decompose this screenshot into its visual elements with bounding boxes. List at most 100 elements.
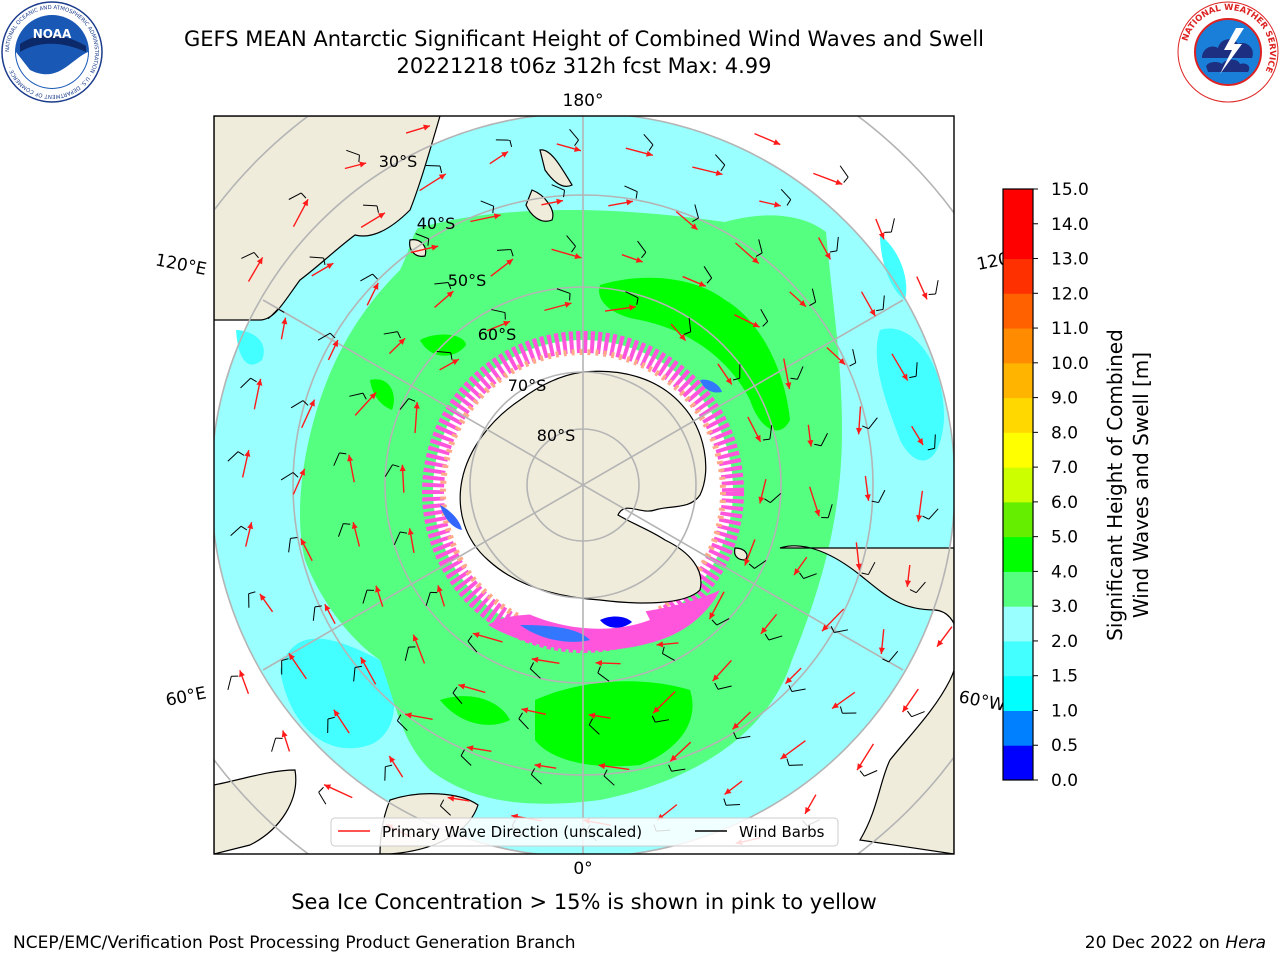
- wave-direction-arrow: [280, 317, 288, 340]
- wave-direction-arrow: [281, 730, 291, 752]
- wave-direction-arrow: [366, 282, 379, 306]
- chart-title: GEFS MEAN Antarctic Significant Height o…: [0, 26, 1168, 80]
- wave-direction-arrow: [311, 262, 334, 277]
- colorbar-label-line-1: Significant Height of Combined: [1103, 329, 1127, 641]
- lat-label-40s: 40°S: [417, 214, 456, 233]
- colorbar: 0.0 0.5 1.0 1.5 2.0 3.0 4.0 5.0 6.0 7.0 8.0 9.0 10.0…: [1002, 180, 1089, 791]
- wind-barb: [780, 188, 792, 206]
- wave-direction-arrow: [556, 143, 582, 152]
- wave-direction-arrow: [247, 257, 264, 282]
- wave-direction-arrow: [241, 449, 251, 478]
- wave-direction-arrow: [521, 707, 547, 716]
- wind-barb: [363, 204, 379, 213]
- wind-barb: [928, 280, 939, 296]
- wind-barb: [788, 684, 806, 693]
- wind-barb: [317, 332, 336, 341]
- wave-direction-arrow: [813, 172, 843, 185]
- colorbar-segment: [1003, 640, 1033, 677]
- wind-barb: [353, 665, 362, 682]
- wave-direction-arrow: [324, 603, 336, 624]
- africa: [214, 769, 297, 854]
- wave-direction-arrow: [758, 478, 767, 504]
- wave-direction-arrow: [780, 740, 806, 760]
- wind-barb: [384, 764, 393, 781]
- wind-barb: [882, 650, 899, 663]
- colorbar-tick-label: 6.0: [1051, 493, 1078, 513]
- wave-direction-arrow: [410, 244, 439, 254]
- wave-direction-arrow: [652, 691, 676, 714]
- wave-direction-arrow: [399, 464, 406, 493]
- wind-barb: [327, 716, 335, 734]
- wave-direction-arrow: [682, 275, 706, 287]
- legend-barb-label: Wind Barbs: [739, 823, 825, 841]
- wave-direction-arrow: [856, 743, 875, 771]
- wind-barbs: [227, 128, 939, 842]
- wind-barb: [862, 417, 878, 430]
- colorbar-tick-label: 8.0: [1051, 423, 1078, 443]
- wave-direction-arrow: [675, 211, 699, 231]
- wave-direction-arrow: [864, 475, 871, 501]
- wave-direction-arrow: [486, 320, 511, 332]
- wind-barb: [927, 434, 936, 451]
- wind-barb: [280, 472, 299, 481]
- wind-barb: [909, 362, 918, 379]
- footer-host: Hera: [1225, 933, 1266, 953]
- wind-barb: [668, 764, 686, 772]
- colorbar-tick-label: 0.5: [1051, 736, 1078, 756]
- wave-direction-arrow: [253, 378, 263, 410]
- wave-direction-arrow: [360, 212, 386, 229]
- wind-barb: [814, 433, 828, 447]
- wave-direction-arrow: [458, 683, 486, 694]
- wave-direction-arrow: [860, 291, 876, 317]
- graticule: [214, 116, 954, 854]
- wind-barb: [556, 288, 571, 301]
- colorbar-segment: [1003, 432, 1033, 468]
- title-line-2: 20221218 t06z 312h fcst Max: 4.99: [396, 54, 772, 78]
- wave-direction-arrow: [301, 399, 316, 429]
- wave-direction-arrow: [793, 556, 808, 576]
- wind-barb: [290, 400, 309, 409]
- wave-direction-arrow: [288, 652, 307, 680]
- wind-barb: [248, 591, 256, 608]
- wind-barb: [790, 366, 804, 380]
- wind-barb: [624, 185, 638, 199]
- wind-barb: [884, 218, 895, 233]
- wave-direction-arrow: [407, 528, 415, 554]
- colorbar-tick-label: 12.0: [1051, 284, 1089, 304]
- wave-direction-arrow: [656, 641, 679, 648]
- wave-direction-arrow: [413, 402, 420, 434]
- lon-label-left-lower: 60°E: [164, 683, 208, 710]
- colorbar-tick-label: 15.0: [1051, 180, 1089, 200]
- title-line-1: GEFS MEAN Antarctic Significant Height o…: [183, 27, 985, 51]
- lat-label-30s: 30°S: [379, 152, 418, 171]
- wave-direction-arrow: [472, 632, 503, 643]
- wave-direction-arrow: [239, 670, 250, 695]
- wind-barb: [829, 236, 839, 253]
- wind-barb: [439, 799, 451, 816]
- noaa-logo-text: NOAA: [33, 27, 72, 41]
- lon-label-left-upper: 120°E: [154, 250, 209, 279]
- wind-barb: [637, 240, 647, 259]
- wind-barb: [434, 281, 452, 290]
- lat-label-70s: 70°S: [508, 376, 547, 395]
- wind-barb: [849, 349, 857, 367]
- wind-barb: [755, 239, 763, 257]
- wind-barb: [241, 251, 259, 259]
- colorbar-segment: [1003, 606, 1033, 642]
- wave-direction-arrow: [466, 745, 492, 753]
- wind-barb: [491, 309, 506, 320]
- footer-date: 20 Dec 2022 on Hera: [1085, 933, 1266, 953]
- colorbar-segment: [1003, 501, 1033, 538]
- wind-barb: [703, 266, 713, 284]
- wind-barb: [426, 165, 443, 173]
- noaa-logo: NOAA NATIONAL OCEANIC AND ATMOSPHERIC AD…: [1, 1, 103, 103]
- colorbar-tick-label: 1.0: [1051, 701, 1078, 721]
- wind-barb: [723, 798, 741, 806]
- wave-direction-arrow: [434, 290, 454, 308]
- wave-direction-arrow: [544, 301, 572, 312]
- wave-direction-arrow: [388, 337, 406, 355]
- wave-direction-arrow: [419, 173, 447, 192]
- wind-barb: [349, 392, 367, 400]
- nws-logo: NATIONAL WEATHER SERVICE: [1177, 1, 1279, 103]
- wind-barb: [230, 525, 248, 536]
